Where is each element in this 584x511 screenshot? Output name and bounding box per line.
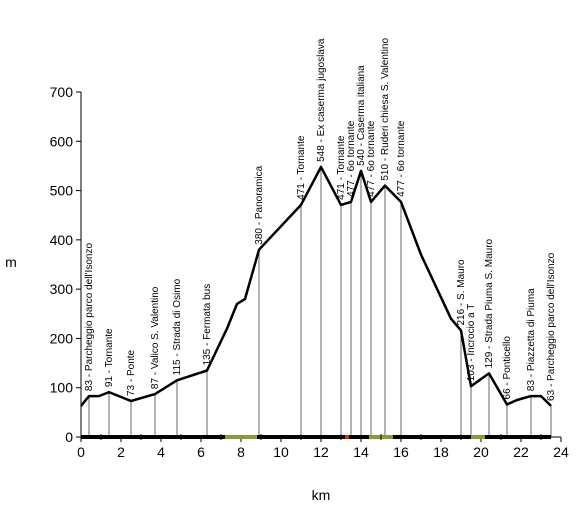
annotation-label: 91 - Tornante (104, 328, 115, 387)
annotation-label: 135 - Fermata bus (202, 284, 213, 366)
annotation-label: 87 - Valico S. Valentino (150, 286, 161, 389)
y-tick-label: 500 (50, 183, 74, 199)
annotation-label: 83 - Parcheggio parco dell'Isonzo (84, 243, 95, 392)
y-tick-label: 600 (50, 133, 74, 149)
annotation-lines (88, 166, 552, 437)
surface-segment (393, 435, 471, 439)
annotation-label: 510 - Ruderi chiesa S. Valentino (380, 38, 391, 181)
x-tick-label: 4 (157, 444, 165, 460)
y-axis-title: m (5, 254, 17, 270)
elevation-line (80, 165, 552, 407)
annotation-label: 103 - Incrocio a T (466, 304, 477, 382)
annotation-label: 63 - Parcheggio parco dell'Isonzo (546, 252, 557, 401)
annotation-label: 216 - S. Mauro (456, 259, 467, 326)
annotation-labels: 83 - Parcheggio parco dell'Isonzo 91 - To… (84, 38, 557, 401)
y-tick-label: 200 (50, 330, 74, 346)
x-tick-label: 14 (353, 444, 369, 460)
annotation-label: 73 - Ponte (126, 349, 137, 396)
x-tick-label: 2 (117, 444, 125, 460)
annotation-label: 66 - Ponticello (502, 336, 513, 400)
x-tick-label: 6 (197, 444, 205, 460)
x-tick-label: 10 (273, 444, 289, 460)
annotation-label: 540 - Caserma italiana (356, 65, 367, 166)
annotation-label: 83 - Piazzetta di Piuma (526, 288, 537, 391)
surface-segment (81, 435, 225, 439)
x-tick-label: 24 (553, 444, 569, 460)
surface-segment (349, 435, 369, 439)
y-tick-label: 700 (50, 84, 74, 100)
annotation-label: 471 - Tornante (336, 135, 347, 200)
y-tick-label: 0 (65, 429, 73, 445)
y-axis: 0 100 200 300 400 500 600 700 (50, 84, 82, 445)
annotation-label: 471 - Tornante (296, 135, 307, 200)
x-axis: 0 2 4 6 8 10 12 14 16 18 20 22 24 (77, 436, 569, 460)
series-group (80, 165, 552, 407)
annotation-label: 115 - Strada di Osimo (172, 278, 183, 375)
annotation-label: 477 - 6o tornante (396, 120, 407, 197)
annotation-label: 477 - 6o tornante (366, 120, 377, 197)
x-tick-label: 22 (513, 444, 529, 460)
x-tick-label: 12 (313, 444, 329, 460)
y-tick-label: 400 (50, 232, 74, 248)
surface-segment (345, 435, 349, 439)
surface-segment (471, 435, 485, 439)
x-tick-label: 20 (473, 444, 489, 460)
x-tick-label: 18 (433, 444, 449, 460)
surface-segment (485, 435, 551, 439)
y-tick-label: 300 (50, 281, 74, 297)
x-tick-label: 0 (77, 444, 85, 460)
annotation-label: 477 - 6o tornante (346, 120, 357, 197)
surface-segment (225, 435, 257, 439)
y-tick-label: 100 (50, 380, 74, 396)
surface-bar (81, 434, 551, 440)
annotation-label: 129 - Strada Piuma S. Mauro (484, 238, 495, 368)
x-axis-title: km (312, 487, 331, 503)
x-tick-label: 16 (393, 444, 409, 460)
annotation-label: 380 - Panoramica (254, 165, 265, 244)
x-tick-label: 8 (237, 444, 245, 460)
annotation-label: 548 - Ex caserma jugoslava (316, 38, 327, 162)
